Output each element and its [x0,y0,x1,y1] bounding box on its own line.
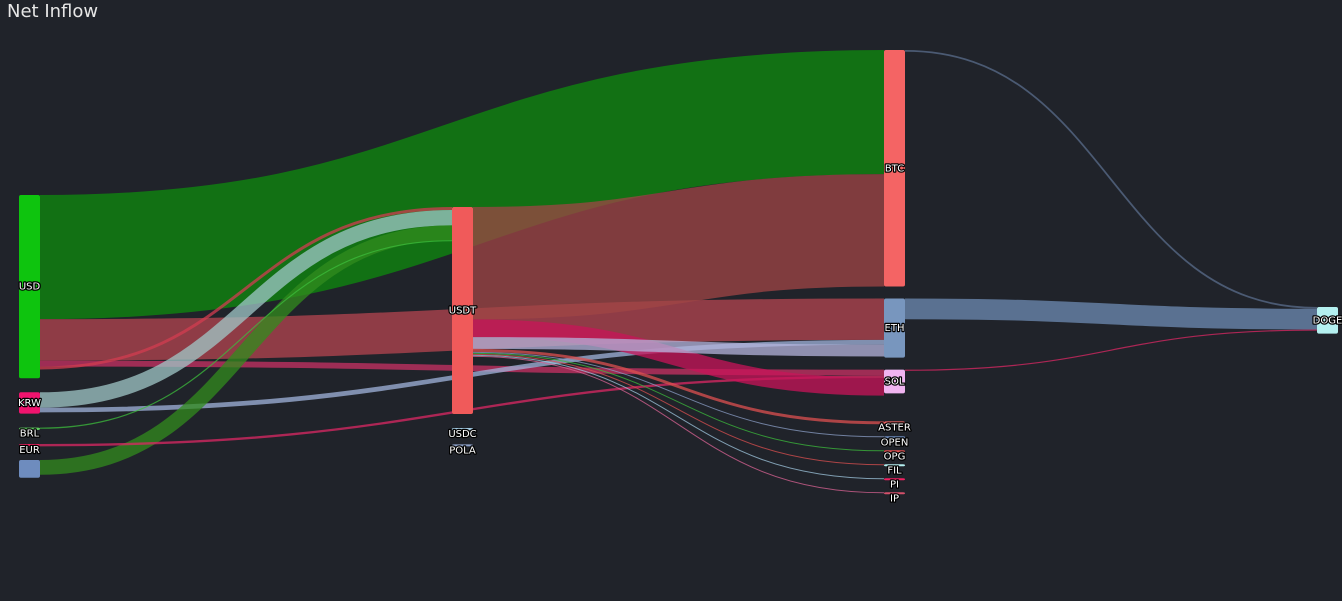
node-label-pola: POLA [449,445,476,456]
link-usdt-pi[interactable] [472,354,885,480]
link-krw-usdt[interactable] [39,209,453,408]
node-label-doge: DOGE [1313,315,1342,326]
node-pi[interactable] [884,478,905,481]
node-doge[interactable] [1317,307,1338,334]
link-usdt-open[interactable] [472,351,885,438]
node-btc[interactable] [884,50,905,287]
link-btc-doge[interactable] [904,50,1318,309]
node-label-brl: BRL [20,429,40,440]
link-usdt-ip[interactable] [472,355,885,494]
node-eur[interactable] [19,443,40,446]
link-usd-usdt[interactable] [39,206,453,370]
link-usdt-btc[interactable] [472,174,885,320]
link-_brl2-usdt[interactable] [39,225,453,475]
node-eth[interactable] [884,298,905,358]
node-label-aster: ASTER [878,422,911,433]
link-eth-doge[interactable] [904,298,1318,330]
node-label-ip: IP [890,493,899,504]
node-opg[interactable] [884,450,905,453]
link-usdt-eth[interactable] [472,337,885,357]
sankey-links [39,50,1318,494]
link-usdt-aster[interactable] [472,348,885,425]
node-label-usdc: USDC [448,429,476,440]
node-sol[interactable] [884,369,905,394]
node-label-sol: SOL [885,376,905,387]
node-label-usdt: USDT [449,305,477,316]
node-label-opg: OPG [884,451,906,462]
link-usdt-fil[interactable] [472,353,885,466]
node-label-eur: EUR [19,445,40,456]
node-ip[interactable] [884,492,905,495]
chart-title: Net Inflow [7,1,99,22]
node-aster[interactable] [884,421,905,425]
node-label-btc: BTC [885,163,904,174]
node-open[interactable] [884,436,905,439]
link-usdt-sol[interactable] [472,319,885,396]
node-usdt[interactable] [452,207,473,414]
link-usdt-opg[interactable] [472,352,885,452]
node-label-fil: FIL [887,465,902,476]
sankey-labels: USD KRW BRL EUR USDT USDC POLA BTC ETH SOL ASTER OP… [17,162,1342,506]
node-krw[interactable] [19,392,40,414]
sankey-nodes [19,50,1338,495]
link-sol-doge[interactable] [904,329,1318,371]
node-label-usd: USD [19,282,41,293]
node-label-eth: ETH [885,323,905,334]
node-_brl2[interactable] [19,459,40,478]
node-label-open: OPEN [881,437,909,448]
node-fil[interactable] [884,464,905,467]
node-pola[interactable] [452,444,473,447]
node-label-pi: PI [890,479,899,490]
link-usd-btc[interactable] [39,50,885,320]
node-usd[interactable] [19,195,40,379]
link-brl-usdt[interactable] [39,240,453,429]
node-brl[interactable] [19,427,40,430]
node-label-krw: KRW [18,398,41,409]
node-usdc[interactable] [452,427,473,431]
